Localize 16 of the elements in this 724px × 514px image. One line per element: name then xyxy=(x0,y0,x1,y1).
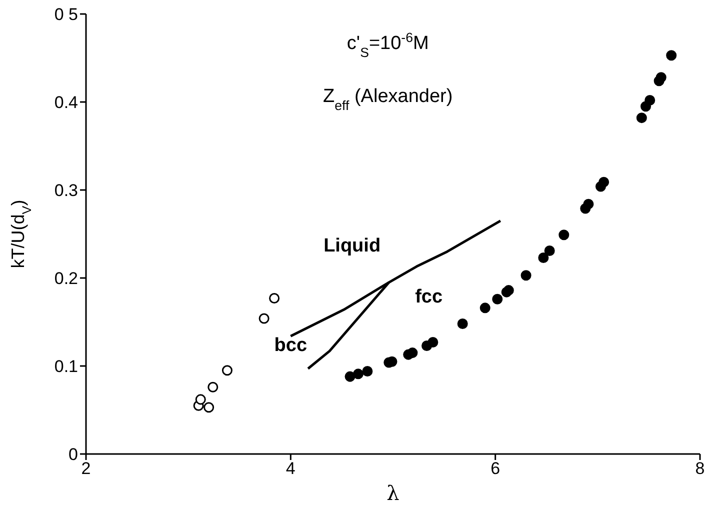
annotation: c'$_{S}$=10$^{-6}$M xyxy=(346,30,429,60)
annotation: bcc xyxy=(274,335,308,356)
y-tick-label: 0.2 xyxy=(54,269,78,288)
annotation: fcc xyxy=(415,286,443,308)
annotation: Z$_{eff}$ (Alexander) xyxy=(323,86,453,112)
y-tick-label: 0.4 xyxy=(54,93,78,112)
y-tick-label: 0.1 xyxy=(54,357,78,376)
y-tick-label: 0.3 xyxy=(54,181,78,200)
x-axis-title: λ xyxy=(386,481,400,505)
x-tick-label: 2 xyxy=(81,459,91,478)
annotation: Liquid xyxy=(324,236,381,257)
x-tick-label: 4 xyxy=(286,459,296,478)
x-tick-label: 8 xyxy=(695,459,705,478)
y-tick-label: 0 5 xyxy=(54,5,78,24)
x-tick-label: 6 xyxy=(490,459,500,478)
y-tick-label: 0 xyxy=(68,445,78,464)
